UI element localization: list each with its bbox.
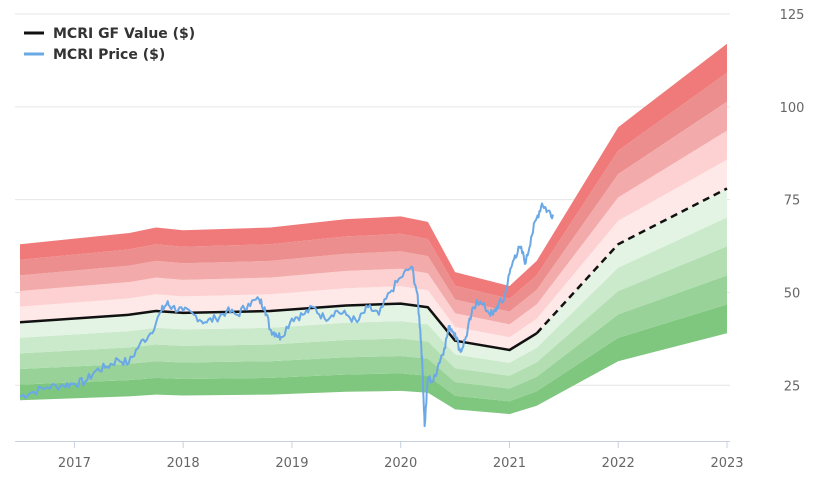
y-tick-label-75: 75 — [784, 194, 801, 209]
x-tick-label-2020: 2020 — [384, 456, 417, 471]
x-tick-label-2018: 2018 — [167, 456, 200, 471]
valuation-band-1 — [20, 304, 727, 415]
legend-label-price: MCRI Price ($) — [53, 47, 165, 63]
legend: MCRI GF Value ($) MCRI Price ($) — [24, 26, 195, 63]
gf-value-projection-line — [535, 187, 728, 335]
valuation-band-10 — [20, 43, 727, 299]
y-tick-label-125: 125 — [780, 8, 805, 23]
valuation-band-9 — [20, 72, 727, 312]
x-tick-label-2023: 2023 — [710, 456, 743, 471]
legend-label-gf-value: MCRI GF Value ($) — [53, 26, 195, 42]
price-line — [19, 202, 554, 428]
x-tick-label-2019: 2019 — [275, 456, 308, 471]
x-tick-label-2022: 2022 — [602, 456, 635, 471]
valuation-band-2 — [20, 275, 727, 402]
y-tick-label-50: 50 — [784, 286, 801, 301]
valuation-band-7 — [20, 130, 727, 338]
gf-value-line — [19, 302, 538, 352]
series-lines — [19, 187, 728, 428]
valuation-band-3 — [20, 246, 727, 389]
y-tick-label-100: 100 — [780, 101, 805, 116]
x-axis-ticks: 2017 2018 2019 2020 2021 2022 2023 — [58, 441, 744, 471]
valuation-band-4 — [20, 217, 727, 376]
valuation-band-6 — [20, 159, 727, 350]
valuation-band-8 — [20, 101, 727, 325]
x-tick-label-2017: 2017 — [58, 456, 91, 471]
y-axis-ticks: 25 50 75 100 125 — [780, 8, 805, 394]
valuation-bands — [20, 43, 727, 415]
y-tick-label-25: 25 — [784, 379, 801, 394]
x-tick-label-2021: 2021 — [493, 456, 526, 471]
